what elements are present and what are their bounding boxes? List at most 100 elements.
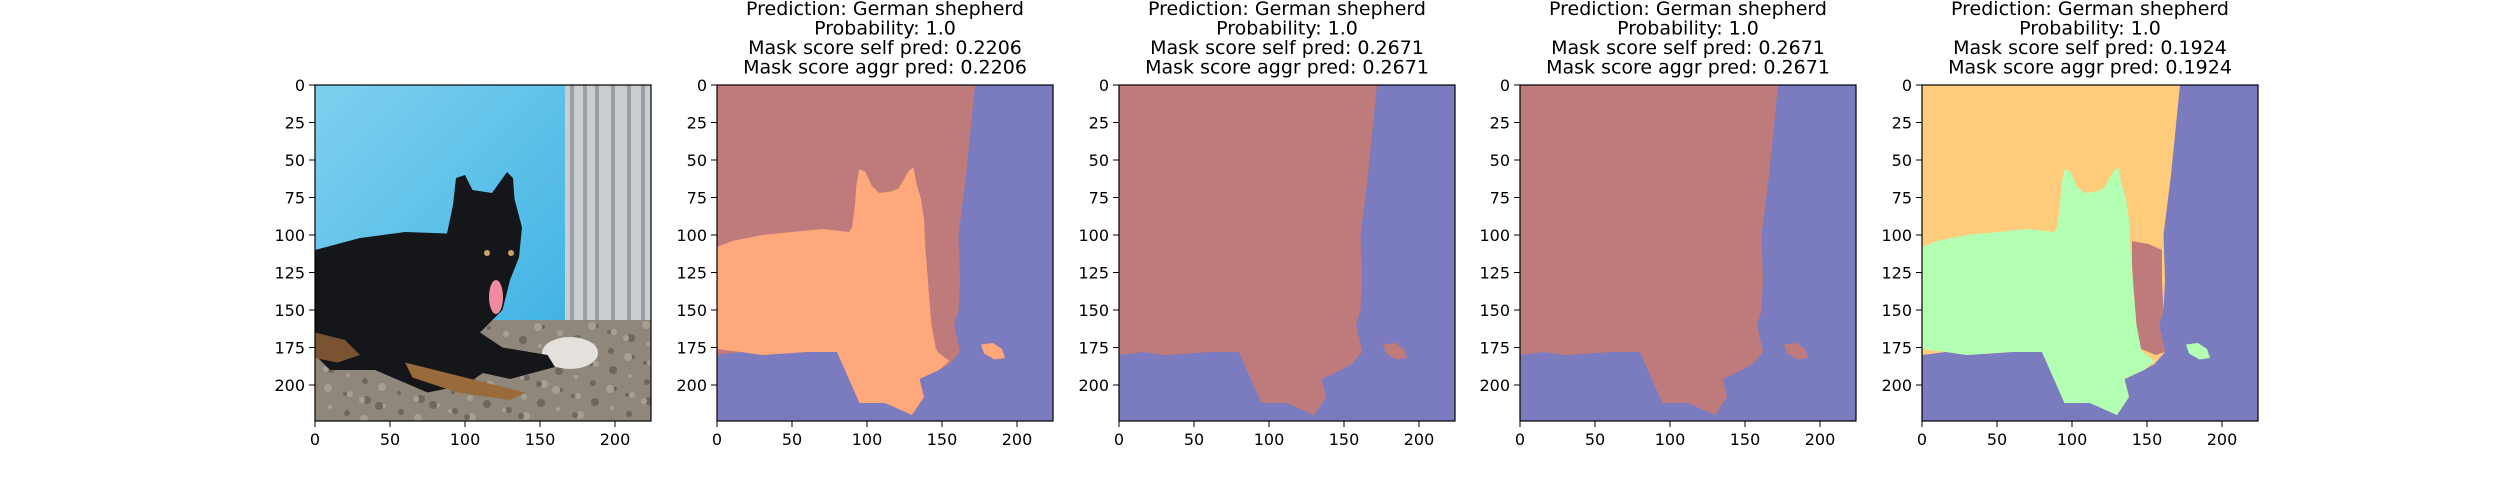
gravel-stone: [541, 325, 545, 329]
x-tick-label: 50: [1184, 430, 1204, 449]
x-tick-label: 50: [782, 430, 802, 449]
panel-title-line: Mask score self pred: 0.1924: [1953, 37, 2227, 59]
x-tick-label: 200: [1002, 430, 1033, 449]
x-tick-label: 0: [310, 430, 320, 449]
dog-eye: [508, 250, 514, 256]
mask-region-dog: [1119, 167, 1352, 415]
panel-title-line: Mask score self pred: 0.2671: [1150, 37, 1424, 59]
panel-title-line: Mask score aggr pred: 0.2671: [1546, 57, 1830, 79]
dog-hind-leg: [315, 332, 360, 363]
x-tick-label: 0: [1917, 430, 1927, 449]
x-tick-label: 50: [380, 430, 400, 449]
gravel-stone: [520, 376, 524, 380]
x-tick-label: 200: [600, 430, 631, 449]
x-tick-label: 150: [1329, 430, 1360, 449]
x-tick-label: 0: [712, 430, 722, 449]
gravel-stone: [607, 330, 611, 334]
y-tick-label: 0: [1500, 76, 1510, 95]
gravel-stone: [503, 331, 509, 337]
y-tick-label: 125: [676, 264, 707, 283]
gravel-stone: [413, 396, 419, 402]
gravel-stone: [502, 408, 506, 412]
panel-title-line: Probability: 1.0: [2019, 18, 2161, 40]
gravel-stone: [556, 407, 560, 411]
x-tick-label: 50: [1987, 430, 2007, 449]
gravel-stone: [347, 391, 353, 397]
x-tick-label: 100: [1254, 430, 1285, 449]
y-tick-label: 200: [1479, 376, 1510, 395]
y-tick-label: 100: [274, 226, 305, 245]
fence-post: [595, 85, 599, 345]
dog-leg: [405, 362, 525, 400]
x-tick-label: 150: [927, 430, 958, 449]
fence-post: [583, 85, 587, 345]
dog-body: [315, 172, 555, 393]
y-tick-label: 125: [274, 264, 305, 283]
x-tick-label: 200: [1404, 430, 1435, 449]
x-tick-label: 0: [1515, 430, 1525, 449]
gravel-stone: [641, 398, 647, 404]
gravel-stone: [524, 375, 530, 381]
gravel-stone: [343, 392, 347, 396]
gravel-stone: [627, 334, 635, 342]
y-tick-label: 75: [687, 189, 707, 208]
gravel-stone: [559, 388, 563, 392]
panel-title-line: Prediction: German shepherd: [1549, 0, 1827, 20]
y-tick-label: 75: [1490, 189, 1510, 208]
y-tick-label: 125: [1078, 264, 1109, 283]
gravel-stone: [571, 394, 575, 398]
gravel-stone: [436, 403, 440, 407]
y-tick-label: 150: [1078, 301, 1109, 320]
gravel-stone: [363, 396, 371, 404]
x-tick-label: 150: [525, 430, 556, 449]
y-tick-label: 50: [1892, 151, 1912, 170]
gravel-stone: [521, 394, 527, 400]
fence-post: [641, 85, 645, 345]
y-tick-label: 25: [1892, 114, 1912, 133]
panel-title-line: Mask score aggr pred: 0.2206: [743, 57, 1027, 79]
rock: [542, 337, 598, 369]
x-tick-label: 100: [852, 430, 883, 449]
gravel-stone: [344, 410, 350, 416]
gravel-stone: [588, 322, 596, 330]
dog-tongue: [489, 280, 503, 314]
panel-title-line: Mask score self pred: 0.2671: [1551, 37, 1825, 59]
mask-region-right: [717, 85, 1053, 421]
gravel-stone: [572, 412, 578, 418]
y-tick-label: 75: [285, 189, 305, 208]
y-tick-label: 75: [1089, 189, 1109, 208]
mask-region-right: [1119, 85, 1455, 421]
mask-region-leg: [2132, 241, 2165, 355]
gravel-stone: [534, 323, 542, 331]
gravel-stone: [468, 413, 476, 421]
x-tick-label: 150: [2132, 430, 2163, 449]
gravel-stone: [359, 397, 365, 403]
panel-title-line: Mask score aggr pred: 0.1924: [1948, 57, 2232, 79]
gravel-stone: [613, 387, 617, 391]
x-tick-label: 0: [1114, 430, 1124, 449]
gravel-stone: [574, 375, 578, 379]
mask-region-paw: [2186, 343, 2210, 360]
y-tick-label: 0: [1902, 76, 1912, 95]
y-tick-label: 50: [1089, 151, 1109, 170]
y-tick-label: 150: [274, 301, 305, 320]
gravel-stone: [552, 386, 560, 394]
panel-title-line: Mask score aggr pred: 0.2671: [1145, 57, 1429, 79]
gravel-stone: [506, 407, 512, 413]
gravel-stone: [362, 378, 368, 384]
mask-region-dog: [717, 167, 950, 415]
dog-photo: [315, 85, 651, 421]
gravel-stone: [590, 380, 596, 386]
gravel-stone: [610, 406, 614, 410]
y-tick-label: 0: [697, 76, 707, 95]
axes-frame: [716, 84, 1054, 422]
panel-title-line: Prediction: German shepherd: [746, 0, 1024, 20]
fence-post: [627, 85, 631, 345]
x-tick-label: 100: [450, 430, 481, 449]
gravel-stone: [346, 373, 350, 377]
segmentation-mask: [1520, 85, 1856, 421]
gravel-stone: [626, 411, 632, 417]
segmentation-mask: [717, 85, 1053, 421]
mask-region-paw: [981, 343, 1005, 360]
gravel-stone: [519, 336, 527, 344]
